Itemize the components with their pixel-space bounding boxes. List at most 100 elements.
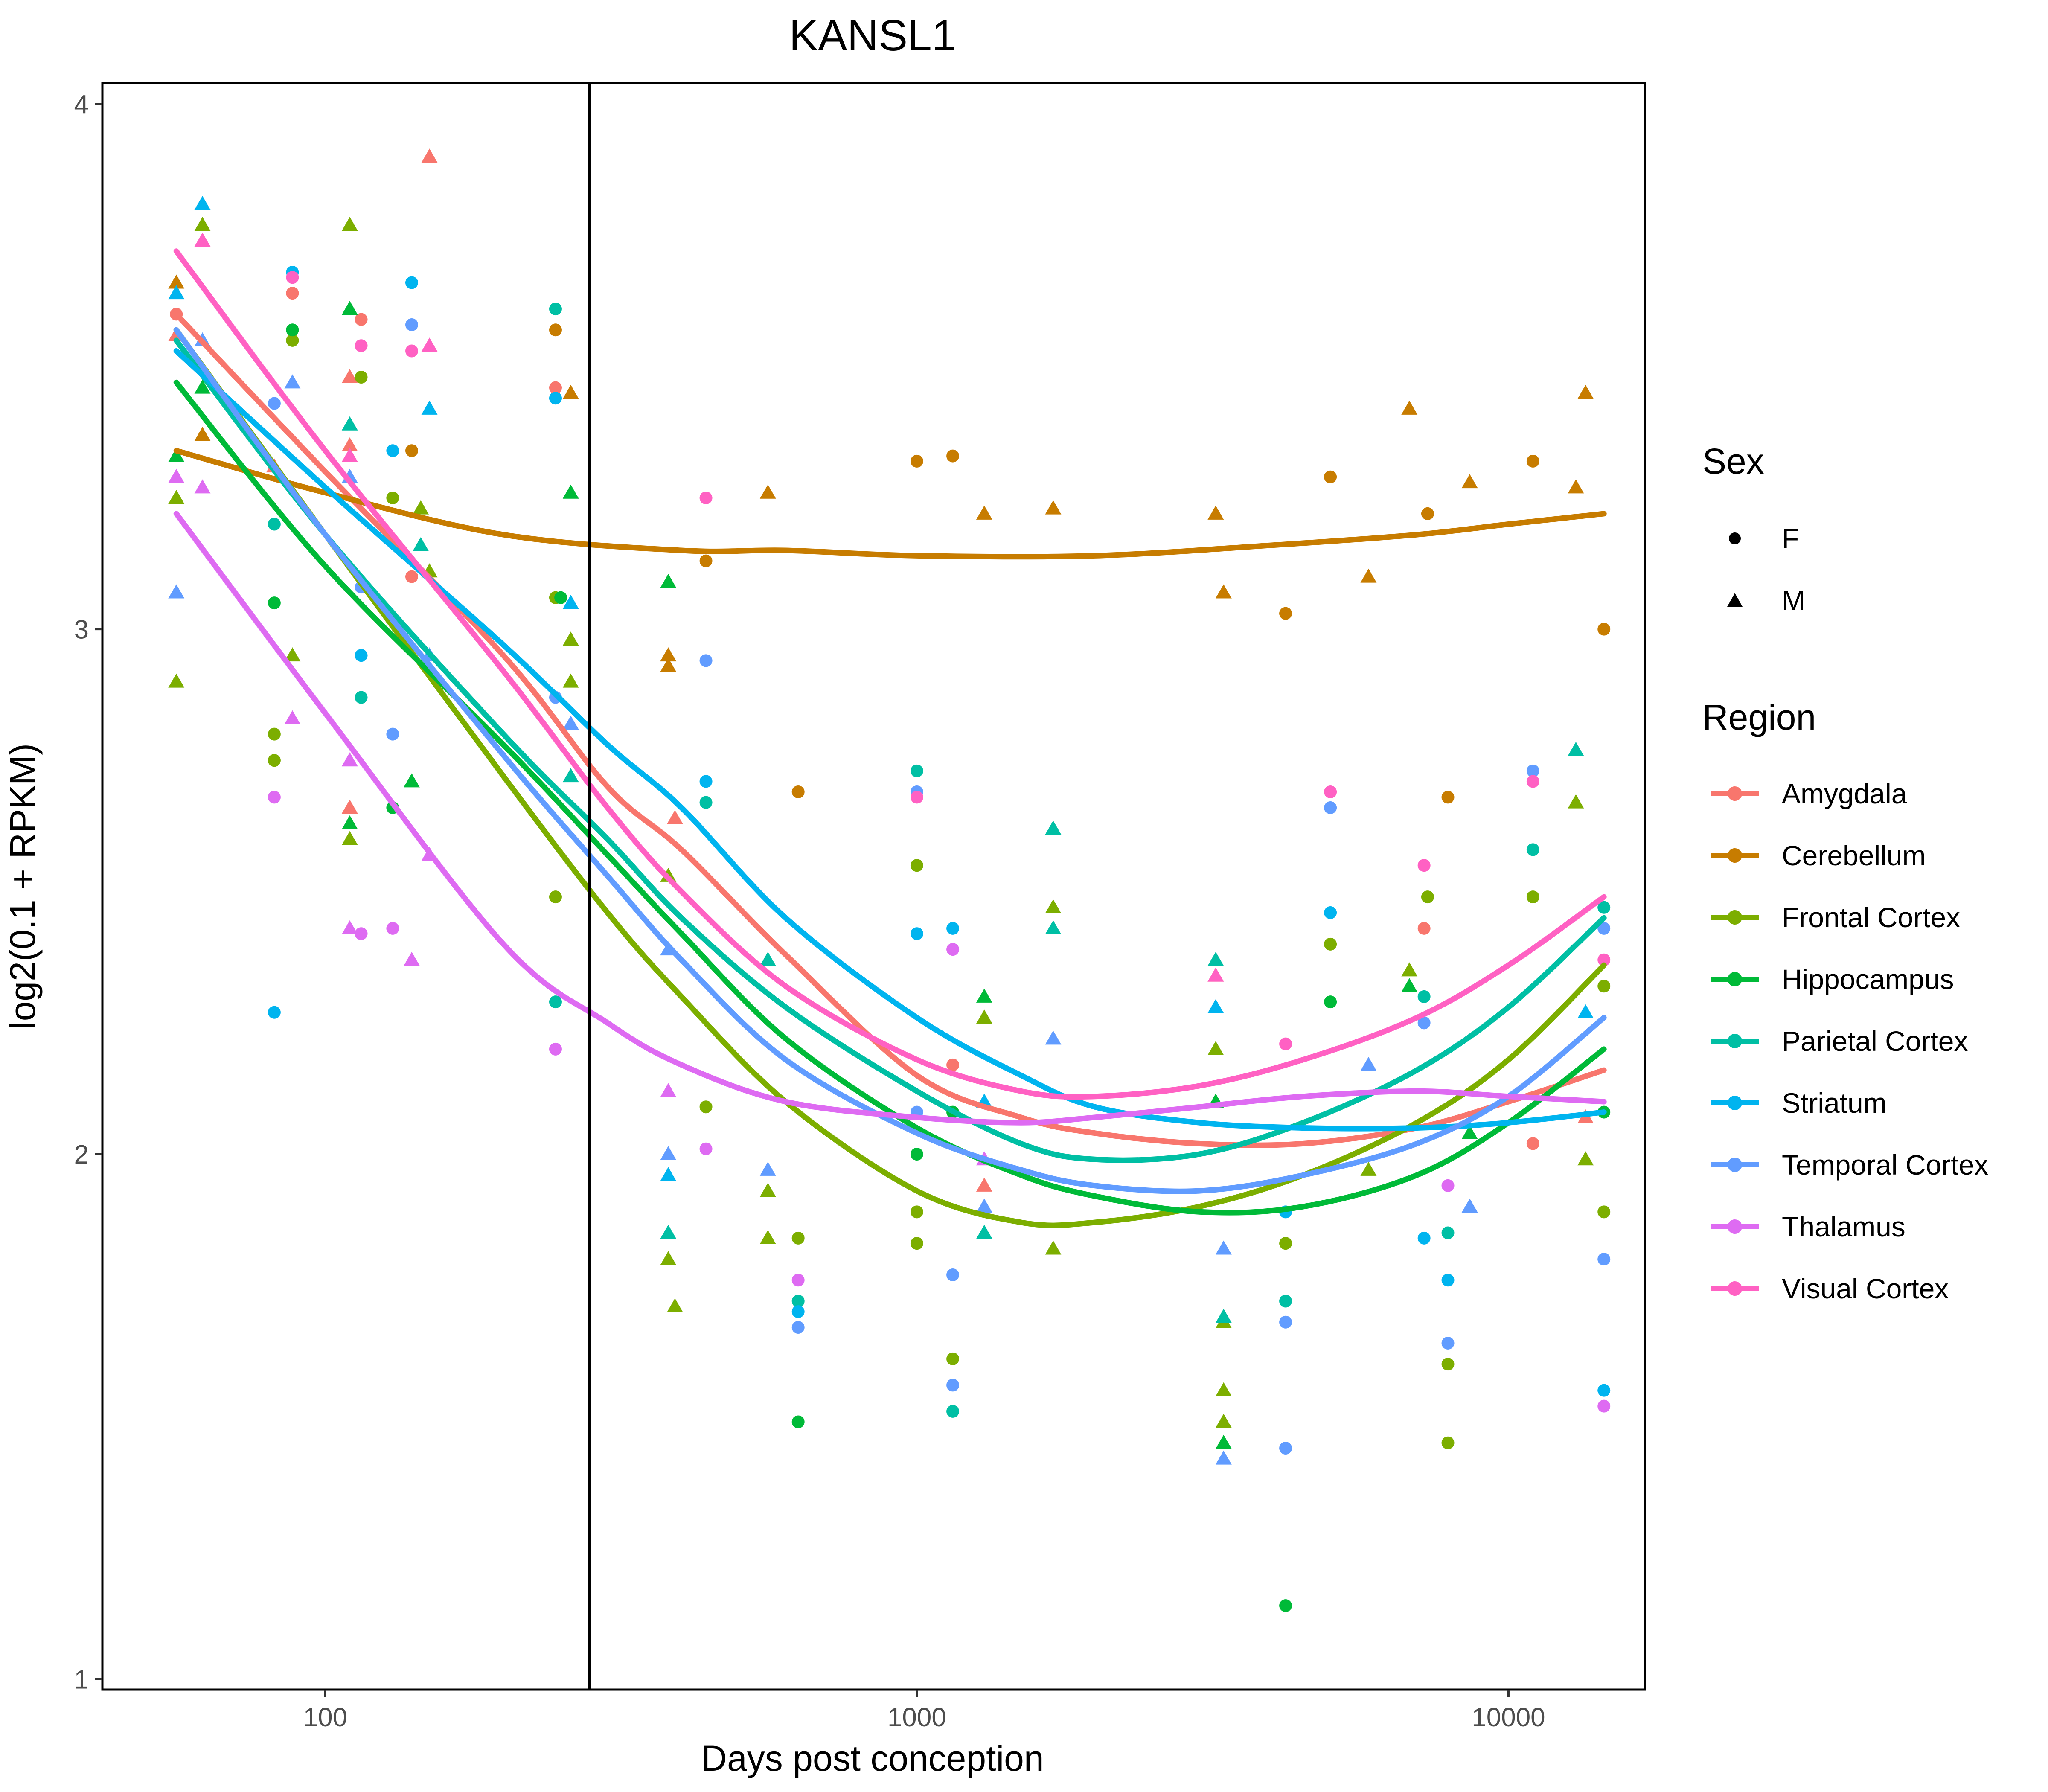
thalamus-trend-line — [173, 511, 1607, 1126]
amygdala-point — [341, 799, 358, 814]
thalamus-point — [341, 920, 358, 934]
amygdala-point — [341, 369, 358, 384]
cerebellum-point — [1279, 607, 1292, 620]
frontal-cortex-point — [286, 334, 299, 347]
chart-title: KANSL1 — [789, 11, 956, 60]
parietal-cortex-point — [791, 1295, 805, 1308]
striatum-point — [168, 285, 185, 300]
frontal-cortex-point — [268, 754, 281, 767]
striatum-point — [1417, 1231, 1431, 1245]
amygdala-point — [341, 437, 358, 451]
parietal-cortex-point — [910, 764, 923, 777]
cerebellum-point — [660, 657, 677, 672]
hippocampus-point — [341, 815, 358, 829]
frontal-cortex-point — [1401, 962, 1418, 977]
striatum-point — [562, 595, 579, 609]
cerebellum-point — [1597, 623, 1611, 636]
parietal-cortex-point — [946, 1405, 960, 1418]
amygdala-point — [946, 1058, 960, 1071]
frontal-cortex-point — [268, 727, 281, 741]
cerebellum-point — [1215, 584, 1232, 599]
parietal-cortex-point — [1207, 951, 1224, 966]
temporal-cortex-point — [386, 727, 399, 741]
parietal-cortex-point — [268, 518, 281, 531]
temporal-cortex-point — [1279, 1442, 1292, 1455]
frontal-cortex-point — [1597, 980, 1611, 993]
hippocampus-point — [168, 448, 185, 462]
cerebellum-point — [194, 427, 211, 441]
thalamus-point — [386, 922, 399, 935]
striatum-point — [405, 276, 418, 289]
amygdala-point — [421, 148, 438, 163]
frontal-cortex-point — [194, 217, 211, 231]
striatum-point — [699, 775, 713, 788]
legend-sex-f-marker — [1729, 532, 1741, 544]
striatum-point — [791, 1305, 805, 1318]
frontal-cortex-point — [1421, 890, 1434, 904]
striatum-point — [355, 649, 368, 662]
temporal-cortex-point — [1360, 1056, 1377, 1071]
frontal-cortex-point — [1568, 794, 1584, 809]
y-tick-label: 3 — [74, 615, 89, 645]
temporal-cortex-point — [946, 1268, 960, 1281]
visual-cortex-point — [1597, 953, 1611, 966]
legend-striatum-marker — [1728, 1096, 1742, 1110]
hippocampus-point — [341, 301, 358, 315]
thalamus-point — [168, 468, 185, 483]
hippocampus-point — [554, 591, 567, 604]
striatum-point — [549, 392, 562, 405]
hippocampus-point — [562, 484, 579, 499]
temporal-cortex-point — [1417, 1016, 1431, 1030]
legend-temporal-cortex-label: Temporal Cortex — [1782, 1149, 1988, 1181]
frontal-cortex-point — [910, 1205, 923, 1219]
hippocampus-point — [1279, 1599, 1292, 1612]
x-tick-label: 10000 — [1472, 1703, 1545, 1732]
amygdala-point — [355, 313, 368, 326]
x-tick-label: 100 — [303, 1703, 347, 1732]
temporal-cortex-point — [1526, 764, 1539, 777]
thalamus-point — [355, 927, 368, 940]
frontal-cortex-point — [284, 647, 301, 662]
y-axis: 1 2 3 4 — [74, 90, 102, 1694]
y-axis-label: log2(0.1 + RPKM) — [3, 743, 43, 1029]
cerebellum-point — [1568, 479, 1584, 494]
striatum-point — [421, 400, 438, 415]
thalamus-point — [1441, 1179, 1455, 1192]
temporal-cortex-point — [268, 397, 281, 410]
temporal-cortex-point — [1279, 1315, 1292, 1329]
legend-visual-cortex-marker — [1728, 1281, 1742, 1296]
frontal-cortex-point — [549, 890, 562, 904]
parietal-cortex-point — [699, 796, 713, 809]
cerebellum-point — [699, 554, 713, 567]
visual-cortex-trend-line — [173, 248, 1607, 1100]
y-tick-label: 2 — [74, 1140, 89, 1169]
legend-frontal-cortex-marker — [1728, 910, 1742, 925]
frontal-cortex-point — [386, 492, 399, 505]
cerebellum-point — [946, 449, 960, 463]
y-tick-label: 4 — [74, 90, 89, 119]
x-tick-label: 1000 — [887, 1703, 946, 1732]
frontal-cortex-point — [759, 1230, 776, 1244]
frontal-cortex-point — [666, 1298, 683, 1312]
cerebellum-point — [1421, 507, 1434, 520]
legend-hippocampus-marker — [1728, 972, 1742, 986]
hippocampus-point — [268, 596, 281, 610]
frontal-cortex-point — [1526, 890, 1539, 904]
frontal-cortex-point — [699, 1100, 713, 1114]
striatum-point — [1577, 1004, 1594, 1018]
cerebellum-point — [660, 647, 677, 662]
legend-amygdala-marker — [1728, 786, 1742, 801]
cerebellum-point — [791, 785, 805, 799]
cerebellum-point — [976, 505, 992, 520]
temporal-cortex-point — [1597, 922, 1611, 935]
frontal-cortex-point — [341, 831, 358, 845]
parietal-cortex-point — [1526, 843, 1539, 856]
x-axis: 100 1000 10000 — [303, 1690, 1545, 1732]
visual-cortex-point — [286, 271, 299, 284]
hippocampus-point — [1324, 995, 1337, 1009]
frontal-cortex-point — [791, 1231, 805, 1245]
visual-cortex-point — [1417, 859, 1431, 872]
cerebellum-trend-line — [173, 448, 1607, 560]
hippocampus-point — [910, 1148, 923, 1161]
frontal-cortex-point — [1360, 1161, 1377, 1176]
